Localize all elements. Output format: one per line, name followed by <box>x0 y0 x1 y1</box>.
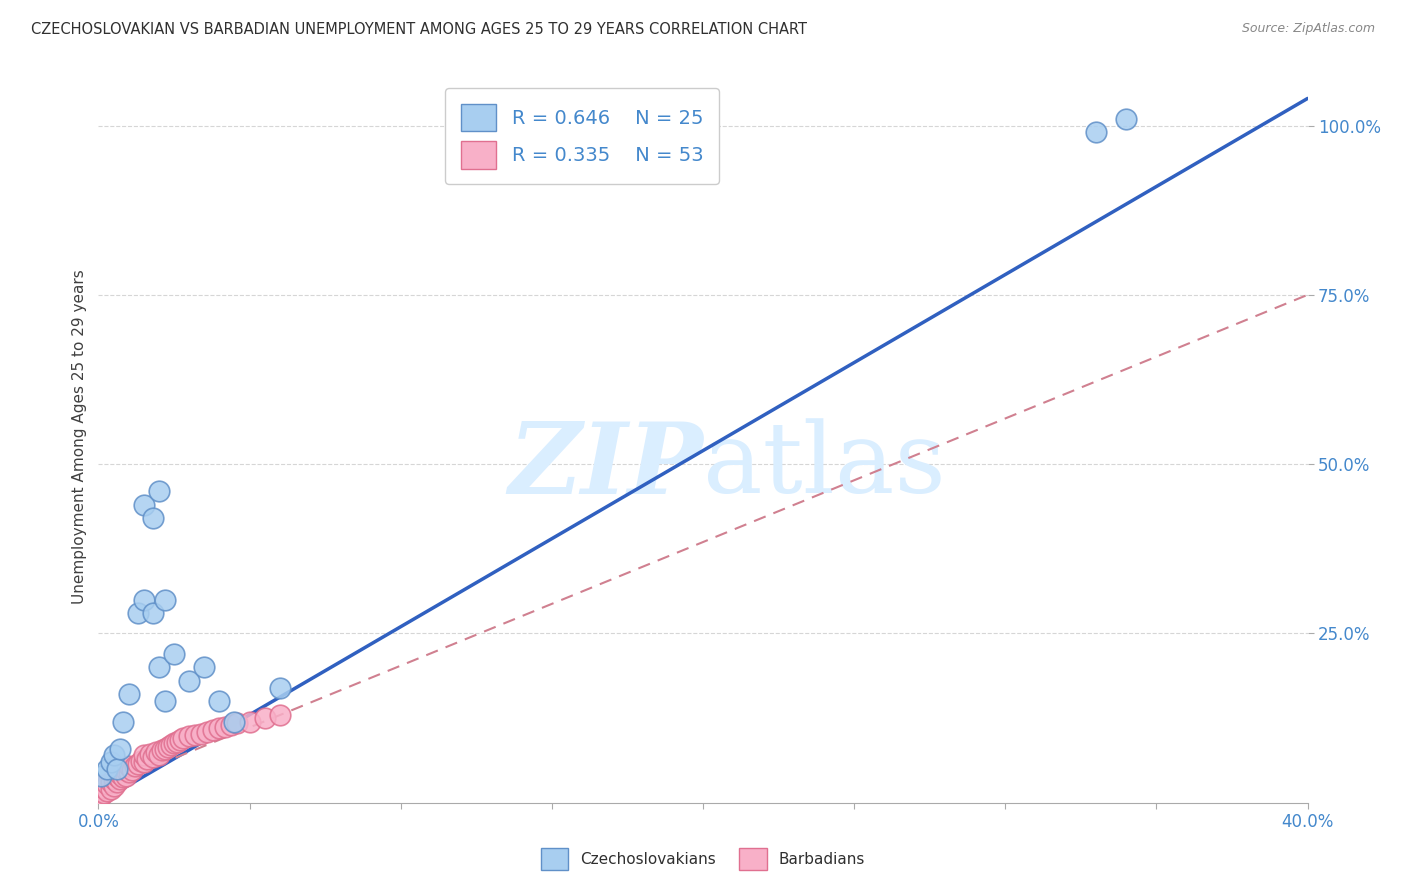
Point <box>111 714 134 729</box>
Point <box>1115 112 1137 126</box>
Point <box>114 764 136 778</box>
Point <box>135 752 157 766</box>
Point <box>121 764 143 778</box>
Point <box>166 735 188 749</box>
Point <box>139 747 162 761</box>
Point <box>153 592 176 607</box>
Point <box>89 790 111 805</box>
Point <box>148 748 170 763</box>
Point <box>127 756 149 771</box>
Point <box>172 731 194 746</box>
Point <box>103 772 125 786</box>
Point <box>169 733 191 747</box>
Point <box>108 772 131 786</box>
Point <box>269 681 291 695</box>
Point <box>93 786 115 800</box>
Point <box>184 728 207 742</box>
Point <box>179 673 201 688</box>
Point <box>208 721 231 735</box>
Point <box>93 780 115 795</box>
Point <box>132 755 155 769</box>
Point <box>214 720 236 734</box>
Point <box>150 743 173 757</box>
Point <box>156 740 179 755</box>
Point <box>153 741 176 756</box>
Legend: Czechoslovakians, Barbadians: Czechoslovakians, Barbadians <box>533 840 873 877</box>
Point <box>179 730 201 744</box>
Y-axis label: Unemployment Among Ages 25 to 29 years: Unemployment Among Ages 25 to 29 years <box>72 269 87 605</box>
Point <box>100 775 122 789</box>
Point <box>269 707 291 722</box>
Point <box>124 758 146 772</box>
Point <box>132 592 155 607</box>
Point <box>142 606 165 620</box>
Point <box>132 498 155 512</box>
Legend: R = 0.646    N = 25, R = 0.335    N = 53: R = 0.646 N = 25, R = 0.335 N = 53 <box>446 88 718 185</box>
Point <box>90 788 112 802</box>
Point <box>193 660 215 674</box>
Text: CZECHOSLOVAKIAN VS BARBADIAN UNEMPLOYMENT AMONG AGES 25 TO 29 YEARS CORRELATION : CZECHOSLOVAKIAN VS BARBADIAN UNEMPLOYMEN… <box>31 22 807 37</box>
Point <box>103 779 125 793</box>
Point <box>160 738 183 752</box>
Point <box>153 694 176 708</box>
Text: ZIP: ZIP <box>508 418 703 515</box>
Point <box>118 688 141 702</box>
Point <box>100 755 122 769</box>
Point <box>103 748 125 763</box>
Point <box>202 723 225 737</box>
Point <box>148 484 170 499</box>
Point <box>96 777 118 791</box>
Point <box>89 792 111 806</box>
Point <box>1085 125 1108 139</box>
Point <box>96 783 118 797</box>
Point <box>105 775 128 789</box>
Text: Source: ZipAtlas.com: Source: ZipAtlas.com <box>1241 22 1375 36</box>
Point <box>253 711 276 725</box>
Point <box>163 647 186 661</box>
Point <box>224 714 246 729</box>
Point <box>96 762 118 776</box>
Point <box>221 718 243 732</box>
Point <box>90 779 112 793</box>
Point <box>118 758 141 772</box>
Point <box>129 754 152 768</box>
Point <box>90 783 112 797</box>
Point <box>226 715 249 730</box>
Point <box>111 770 134 784</box>
Point <box>142 511 165 525</box>
Point <box>108 767 131 781</box>
Point <box>118 765 141 780</box>
Text: atlas: atlas <box>703 418 946 514</box>
Point <box>127 606 149 620</box>
Point <box>90 769 112 783</box>
Point <box>105 762 128 776</box>
Point <box>105 769 128 783</box>
Point <box>100 782 122 797</box>
Point <box>142 749 165 764</box>
Point <box>132 748 155 763</box>
Point <box>208 694 231 708</box>
Point <box>108 741 131 756</box>
Point <box>145 745 167 759</box>
Point <box>195 724 218 739</box>
Point <box>114 769 136 783</box>
Point <box>190 727 212 741</box>
Point <box>239 714 262 729</box>
Point <box>148 660 170 674</box>
Point <box>163 736 186 750</box>
